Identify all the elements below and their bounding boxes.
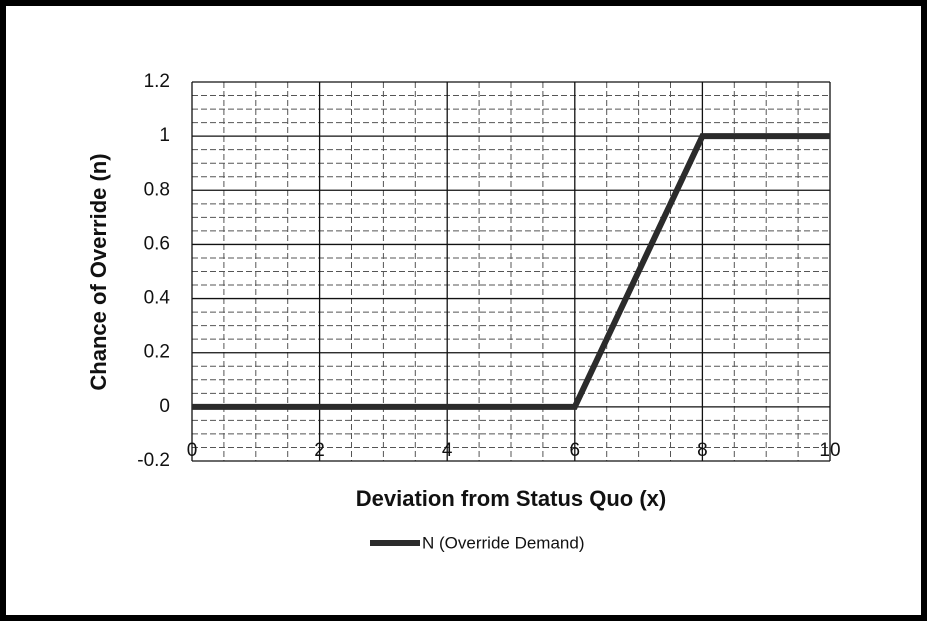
x-tick-label: 4	[442, 440, 453, 461]
y-axis-title: Chance of Override (n)	[86, 153, 111, 390]
y-tick-label: 0	[159, 396, 170, 417]
x-tick-label: 8	[697, 440, 708, 461]
x-tick-label: 0	[187, 440, 198, 461]
y-tick-label: 1.2	[144, 71, 170, 92]
y-tick-label: 0.8	[144, 179, 170, 200]
x-tick-label: 2	[314, 440, 325, 461]
y-tick-label: 0.2	[144, 342, 170, 363]
legend-label: N (Override Demand)	[422, 533, 585, 552]
x-tick-label: 6	[570, 440, 581, 461]
y-tick-label: 0.4	[144, 288, 171, 309]
y-tick-label: 0.6	[144, 233, 170, 254]
x-tick-label: 10	[819, 440, 840, 461]
y-tick-label: 1	[159, 125, 170, 146]
data-line	[192, 133, 830, 410]
y-tick-label: -0.2	[137, 450, 170, 471]
x-axis-title: Deviation from Status Quo (x)	[356, 486, 666, 511]
